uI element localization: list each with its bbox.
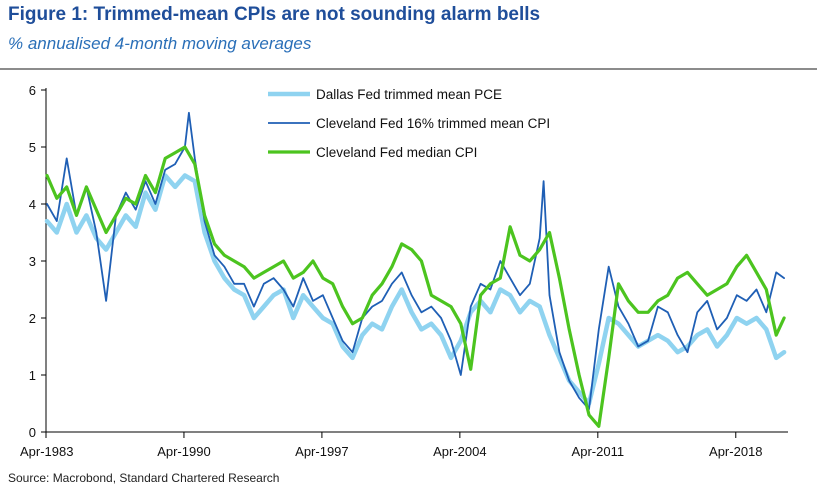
legend-label: Cleveland Fed 16% trimmed mean CPI <box>316 116 550 131</box>
y-tick-label: 6 <box>29 83 36 98</box>
y-tick-label: 1 <box>29 368 36 383</box>
y-tick-label: 0 <box>29 425 36 440</box>
source-note: Source: Macrobond, Standard Chartered Re… <box>8 471 280 485</box>
axes <box>45 88 788 433</box>
legend-label: Cleveland Fed median CPI <box>316 145 477 160</box>
title-divider <box>0 68 817 70</box>
series-line-3 <box>45 145 786 428</box>
legend-label: Dallas Fed trimmed mean PCE <box>316 87 502 102</box>
x-tick-label: Apr-1983 <box>20 444 73 459</box>
x-tick-label: Apr-2004 <box>433 444 486 459</box>
x-tick-label: Apr-1990 <box>157 444 210 459</box>
chart-title: Figure 1: Trimmed-mean CPIs are not soun… <box>8 4 541 25</box>
x-axis-ticks: Apr-1983 Apr-1990 Apr-1997 Apr-2004 Apr-2011… <box>20 432 763 459</box>
series-line-2 <box>46 111 785 411</box>
x-tick-label: Apr-2018 <box>709 444 762 459</box>
x-tick-label: Apr-1997 <box>295 444 348 459</box>
series-line-1 <box>44 173 787 406</box>
y-tick-label: 2 <box>29 311 36 326</box>
y-axis-ticks: 0 1 2 3 4 5 6 <box>29 83 46 440</box>
legend: Dallas Fed trimmed mean PCE Cleveland Fed… <box>268 87 550 160</box>
chart-subtitle: % annualised 4-month moving averages <box>8 34 312 53</box>
y-tick-label: 4 <box>29 197 36 212</box>
y-tick-label: 3 <box>29 254 36 269</box>
series-group <box>44 111 787 428</box>
y-tick-label: 5 <box>29 140 36 155</box>
x-tick-label: Apr-2011 <box>572 444 625 459</box>
